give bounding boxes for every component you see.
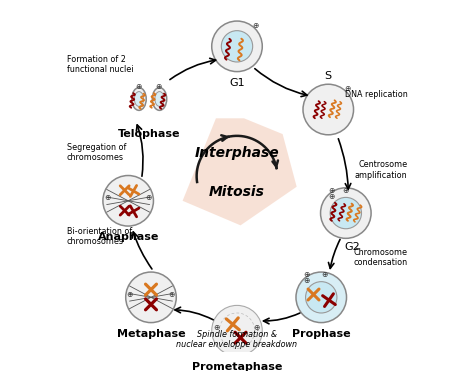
Text: Prometaphase: Prometaphase [192,362,282,371]
Text: ⊕: ⊕ [343,186,349,195]
Text: ⊕: ⊕ [104,193,110,202]
Polygon shape [182,118,297,225]
Text: S: S [325,72,332,81]
Text: ⊕: ⊕ [328,192,334,201]
Text: ⊕: ⊕ [328,186,334,195]
Text: ⊕: ⊕ [155,82,162,91]
Text: Prophase: Prophase [292,329,351,339]
Text: Telophase: Telophase [118,129,181,139]
Text: ⊕: ⊕ [253,21,259,30]
Ellipse shape [132,88,146,110]
Text: Chromosome
condensation: Chromosome condensation [353,248,407,267]
Circle shape [306,282,337,313]
Circle shape [212,21,262,72]
Text: G2: G2 [344,242,360,252]
Text: Interphase: Interphase [195,147,279,160]
Text: Spindle formation &
nuclear enveloppe breakdown: Spindle formation & nuclear enveloppe br… [176,329,298,349]
Text: Segregation of
chromosomes: Segregation of chromosomes [67,143,126,162]
Text: ⊕: ⊕ [213,323,220,332]
Text: ⊕: ⊕ [303,276,310,285]
Text: ⊕: ⊕ [303,270,310,279]
Text: ⊕: ⊕ [253,323,259,332]
Circle shape [303,84,354,135]
Text: Centrosome
amplification: Centrosome amplification [355,160,407,180]
Circle shape [296,272,346,323]
Text: ⊕: ⊕ [127,290,133,299]
Text: ⊕: ⊕ [135,82,141,91]
Text: ⊕: ⊕ [146,193,152,202]
Text: DNA replication: DNA replication [345,90,407,99]
Ellipse shape [152,88,167,110]
Circle shape [320,188,371,238]
Circle shape [221,31,253,62]
Circle shape [103,175,154,226]
Ellipse shape [135,92,144,106]
Circle shape [212,305,262,356]
Text: G1: G1 [229,78,245,88]
Text: Formation of 2
functional nuclei: Formation of 2 functional nuclei [67,55,133,75]
Circle shape [126,272,176,323]
Text: ⊕: ⊕ [321,270,328,279]
Ellipse shape [155,92,164,106]
Text: Mitosis: Mitosis [209,185,265,199]
Circle shape [330,197,362,229]
Text: ⊕: ⊕ [344,84,350,93]
Text: Metaphase: Metaphase [117,329,185,339]
Text: Bi-orientation of
chromosomes: Bi-orientation of chromosomes [67,227,132,246]
Text: ⊕: ⊕ [168,290,174,299]
Text: Anaphase: Anaphase [98,232,159,242]
